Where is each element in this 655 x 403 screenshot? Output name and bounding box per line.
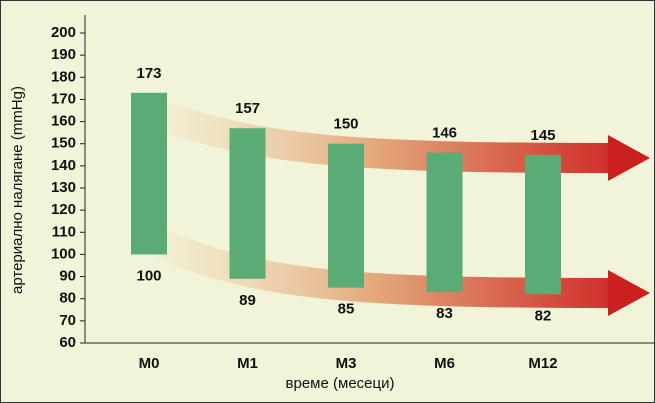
bar (525, 154, 561, 295)
y-tick-label: 160 (51, 113, 76, 130)
y-tick-label: 60 (59, 334, 76, 351)
y-tick-label: 170 (51, 90, 76, 107)
y-tick-label: 200 (51, 24, 76, 41)
y-tick-label: 80 (59, 290, 76, 307)
x-tick-label: M12 (528, 355, 557, 372)
value-label: 85 (338, 301, 355, 318)
value-label: 157 (235, 100, 260, 117)
bar (131, 92, 167, 255)
bar (426, 152, 463, 293)
x-tick-label: M0 (139, 355, 160, 372)
value-label: 89 (239, 292, 256, 309)
value-label: 83 (436, 305, 453, 322)
value-label: 173 (136, 65, 161, 82)
value-label: 145 (530, 127, 555, 144)
y-axis-title: артериално налягане (mmHg) (9, 86, 26, 294)
x-axis-title: време (месеци) (286, 375, 395, 392)
y-tick-label: 190 (51, 46, 76, 63)
y-tick-label: 70 (59, 312, 76, 329)
arrow-head (608, 270, 650, 316)
trend-arrow (154, 230, 611, 308)
bar (229, 128, 266, 279)
value-label: 82 (535, 307, 552, 324)
value-label: 150 (333, 116, 358, 133)
trend-arrow (155, 100, 611, 173)
y-tick-label: 180 (51, 68, 76, 85)
value-label: 100 (136, 267, 161, 284)
y-tick-label: 90 (59, 268, 76, 285)
x-tick-label: M6 (434, 355, 455, 372)
y-tick-label: 150 (51, 135, 76, 152)
arrow-head (608, 135, 650, 181)
bar (328, 143, 364, 288)
y-tick-label: 120 (51, 201, 76, 218)
x-tick-label: M1 (237, 355, 258, 372)
y-tick-label: 140 (51, 157, 76, 174)
x-tick-label: M3 (336, 355, 357, 372)
y-tick-label: 130 (51, 179, 76, 196)
y-tick-label: 100 (51, 245, 76, 262)
y-tick-label: 110 (52, 223, 76, 240)
value-label: 146 (432, 125, 457, 142)
